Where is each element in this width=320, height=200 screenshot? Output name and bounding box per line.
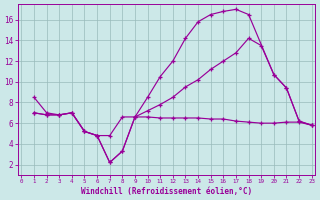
X-axis label: Windchill (Refroidissement éolien,°C): Windchill (Refroidissement éolien,°C) [81, 187, 252, 196]
